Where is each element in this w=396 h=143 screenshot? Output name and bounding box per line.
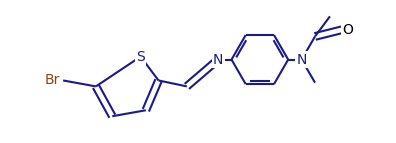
Text: N: N bbox=[213, 53, 223, 67]
Text: N: N bbox=[297, 53, 307, 67]
Text: Br: Br bbox=[45, 74, 60, 87]
Text: S: S bbox=[136, 50, 145, 64]
Text: O: O bbox=[343, 23, 353, 37]
